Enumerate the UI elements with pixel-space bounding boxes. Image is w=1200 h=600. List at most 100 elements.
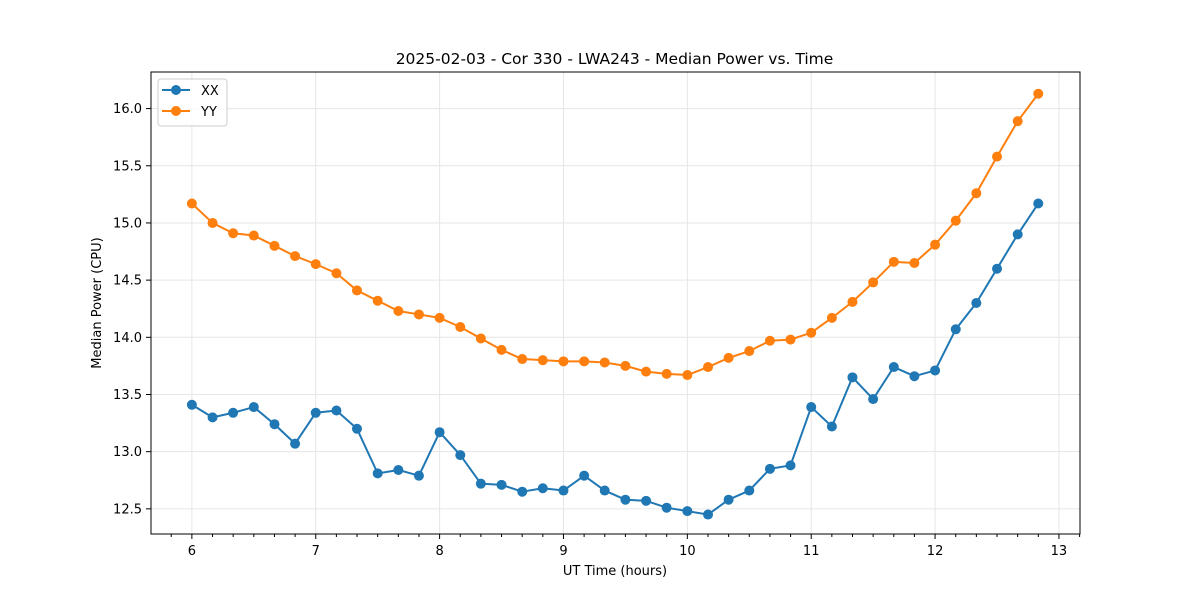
- y-tick-label: 13.0: [113, 445, 142, 460]
- x-tick-label: 10: [679, 544, 696, 559]
- data-point-xx: [723, 494, 734, 505]
- data-point-yy: [744, 346, 755, 357]
- data-point-yy: [971, 188, 982, 199]
- data-point-xx: [785, 460, 796, 471]
- data-point-yy: [331, 268, 342, 279]
- data-point-yy: [207, 217, 218, 228]
- data-point-yy: [992, 151, 1003, 162]
- data-point-yy: [682, 370, 693, 381]
- y-axis-label: Median Power (CPU): [90, 237, 105, 368]
- data-point-yy: [703, 362, 714, 373]
- data-point-xx: [496, 479, 507, 490]
- data-point-yy: [847, 296, 858, 307]
- data-point-xx: [1012, 229, 1023, 240]
- x-tick-label: 11: [803, 544, 820, 559]
- data-point-yy: [930, 239, 941, 250]
- data-point-yy: [950, 215, 961, 226]
- data-point-yy: [269, 240, 280, 251]
- data-point-yy: [372, 295, 383, 306]
- data-point-xx: [620, 494, 631, 505]
- plot-frame: [150, 71, 1081, 535]
- data-point-yy: [310, 259, 321, 270]
- legend-marker-xx: [171, 85, 181, 95]
- data-point-xx: [909, 371, 920, 382]
- x-tick-label: 9: [559, 544, 567, 559]
- data-point-yy: [537, 355, 548, 366]
- data-point-yy: [641, 366, 652, 377]
- data-point-xx: [537, 483, 548, 494]
- data-point-xx: [888, 362, 899, 373]
- data-point-yy: [1012, 116, 1023, 127]
- data-point-yy: [579, 356, 590, 367]
- data-point-xx: [413, 470, 424, 481]
- data-point-xx: [434, 427, 445, 438]
- x-tick-label: 6: [188, 544, 196, 559]
- data-point-xx: [579, 470, 590, 481]
- data-point-yy: [806, 327, 817, 338]
- data-point-xx: [290, 438, 301, 449]
- data-point-yy: [868, 277, 879, 288]
- y-axis: 12.5 13.0 13.5 14.0 14.5 15.0 15.5 16.0: [113, 102, 151, 517]
- x-tick-label: 7: [312, 544, 320, 559]
- data-point-xx: [558, 485, 569, 496]
- x-tick-label: 12: [927, 544, 944, 559]
- data-point-yy: [434, 312, 445, 323]
- data-point-yy: [496, 344, 507, 355]
- x-axis: 6 7 8 9 10 11 12 13: [170, 534, 1081, 559]
- y-tick-label: 15.5: [113, 159, 142, 174]
- data-point-xx: [703, 509, 714, 520]
- data-point-yy: [186, 198, 197, 209]
- data-point-xx: [207, 412, 218, 423]
- data-point-xx: [971, 298, 982, 308]
- data-point-yy: [248, 230, 259, 241]
- y-tick-label: 13.5: [113, 388, 142, 403]
- y-tick-label: 16.0: [113, 102, 142, 117]
- y-tick-label: 12.5: [113, 502, 142, 517]
- data-point-yy: [517, 354, 528, 365]
- data-point-yy: [785, 334, 796, 345]
- grid: [151, 72, 1080, 534]
- data-point-yy: [475, 333, 486, 344]
- data-point-xx: [930, 365, 941, 376]
- data-point-yy: [723, 352, 734, 363]
- data-point-yy: [558, 356, 569, 367]
- data-point-xx: [517, 486, 528, 497]
- data-point-xx: [331, 405, 342, 416]
- legend-label-xx: XX: [201, 84, 219, 99]
- legend-marker-yy: [171, 106, 181, 116]
- data-point-xx: [269, 419, 280, 430]
- data-point-xx: [950, 324, 961, 335]
- data-point-xx: [1033, 198, 1044, 209]
- data-point-xx: [248, 402, 259, 413]
- x-axis-label: UT Time (hours): [563, 564, 667, 579]
- data-point-xx: [682, 506, 693, 517]
- y-tick-label: 14.0: [113, 331, 142, 346]
- data-point-yy: [351, 285, 362, 296]
- data-point-xx: [764, 463, 775, 474]
- data-point-xx: [744, 485, 755, 496]
- data-point-xx: [310, 407, 321, 418]
- y-tick-label: 15.0: [113, 216, 142, 231]
- data-point-yy: [455, 322, 466, 333]
- x-tick-label: 8: [435, 544, 443, 559]
- data-point-xx: [599, 485, 610, 496]
- data-point-xx: [475, 478, 486, 489]
- legend: XX YY: [157, 78, 228, 127]
- data-point-xx: [826, 421, 837, 432]
- plot-area: [151, 72, 1080, 534]
- data-point-yy: [888, 256, 899, 267]
- x-tick-label: 13: [1051, 544, 1068, 559]
- data-point-yy: [764, 335, 775, 346]
- legend-label-yy: YY: [200, 105, 217, 120]
- data-point-xx: [351, 423, 362, 434]
- data-point-yy: [620, 360, 631, 371]
- data-point-yy: [909, 257, 920, 268]
- data-point-xx: [806, 402, 817, 413]
- y-tick-label: 14.5: [113, 274, 142, 289]
- data-point-xx: [393, 464, 404, 475]
- data-point-xx: [455, 450, 466, 461]
- data-point-yy: [393, 306, 404, 316]
- data-point-yy: [1033, 88, 1044, 99]
- data-point-xx: [661, 502, 672, 513]
